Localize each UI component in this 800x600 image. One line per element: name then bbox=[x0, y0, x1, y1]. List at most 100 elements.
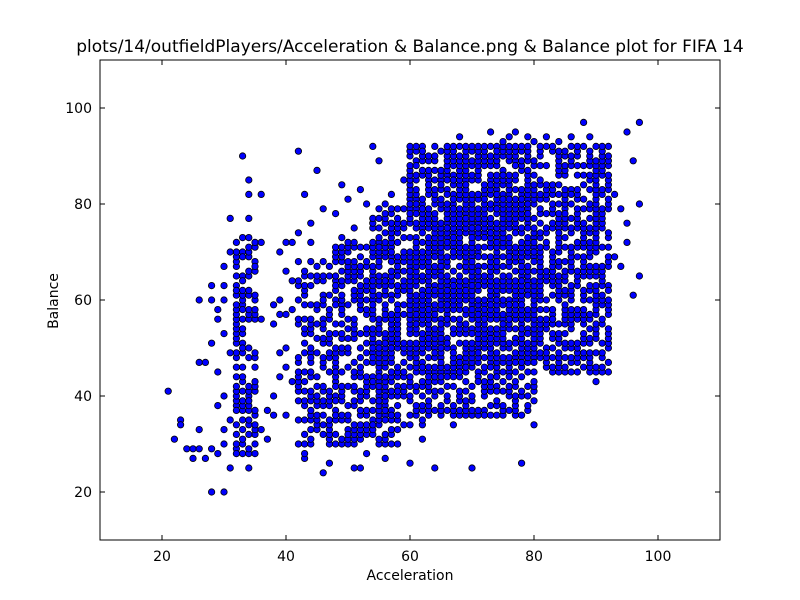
data-point bbox=[486, 200, 495, 208]
data-point bbox=[586, 349, 594, 357]
data-point bbox=[362, 421, 371, 429]
data-point bbox=[586, 262, 594, 270]
data-point bbox=[505, 142, 513, 150]
data-point bbox=[294, 440, 302, 448]
data-point bbox=[300, 267, 309, 275]
data-point bbox=[245, 353, 253, 362]
data-point bbox=[344, 382, 352, 390]
data-point bbox=[474, 406, 482, 414]
data-point bbox=[437, 401, 445, 410]
data-point bbox=[350, 286, 358, 294]
data-point bbox=[307, 406, 315, 414]
data-point bbox=[300, 301, 309, 309]
data-point bbox=[511, 128, 520, 136]
data-point bbox=[400, 358, 408, 366]
data-point bbox=[406, 392, 414, 400]
data-point bbox=[239, 363, 247, 371]
data-point bbox=[245, 382, 253, 390]
data-point bbox=[189, 454, 197, 462]
data-point bbox=[319, 272, 327, 280]
data-point bbox=[226, 349, 234, 357]
data-point bbox=[604, 253, 613, 261]
data-point bbox=[505, 406, 513, 414]
data-point bbox=[449, 234, 457, 242]
data-point bbox=[443, 224, 451, 232]
data-point bbox=[195, 296, 203, 304]
data-point bbox=[505, 315, 513, 323]
data-point bbox=[331, 368, 340, 376]
data-point bbox=[239, 373, 247, 381]
data-point bbox=[555, 272, 563, 280]
data-point bbox=[239, 416, 247, 424]
data-point bbox=[524, 166, 532, 174]
data-point bbox=[400, 421, 408, 429]
data-point bbox=[331, 243, 340, 251]
data-point bbox=[331, 430, 340, 438]
data-point bbox=[400, 382, 408, 390]
data-point bbox=[338, 291, 346, 299]
data-point bbox=[499, 262, 507, 270]
data-point bbox=[486, 401, 495, 410]
data-point bbox=[412, 186, 420, 194]
data-point bbox=[300, 368, 309, 376]
data-point bbox=[548, 329, 557, 338]
data-point bbox=[375, 234, 383, 242]
data-point bbox=[208, 296, 216, 304]
data-point bbox=[474, 243, 482, 251]
data-point bbox=[375, 291, 383, 299]
data-point bbox=[524, 200, 532, 208]
data-point bbox=[239, 315, 247, 323]
data-point bbox=[307, 315, 315, 323]
data-point bbox=[381, 310, 389, 318]
data-point bbox=[232, 440, 240, 448]
data-point bbox=[251, 449, 259, 458]
data-point bbox=[530, 248, 538, 256]
data-point bbox=[307, 257, 315, 266]
data-point bbox=[493, 349, 501, 357]
data-point bbox=[294, 229, 302, 237]
data-point bbox=[232, 430, 240, 438]
data-point bbox=[282, 344, 290, 352]
data-point bbox=[269, 320, 278, 328]
data-point bbox=[604, 195, 613, 203]
data-point bbox=[505, 234, 513, 242]
data-point bbox=[567, 224, 575, 232]
data-point bbox=[480, 363, 488, 371]
data-point bbox=[393, 238, 402, 246]
data-point bbox=[462, 320, 470, 328]
data-point bbox=[474, 224, 482, 232]
data-point bbox=[208, 445, 216, 453]
data-point bbox=[344, 401, 352, 410]
data-point bbox=[412, 200, 420, 208]
data-point bbox=[511, 339, 520, 347]
data-point bbox=[220, 440, 228, 448]
data-point bbox=[517, 459, 526, 467]
data-point bbox=[431, 142, 439, 150]
data-point bbox=[579, 171, 588, 179]
data-point bbox=[232, 421, 240, 429]
data-point bbox=[239, 234, 247, 242]
data-point bbox=[524, 401, 532, 410]
data-point bbox=[307, 387, 315, 395]
y-tick-label: 20 bbox=[74, 485, 92, 501]
x-axis-ticks: 20 40 60 80 100 bbox=[153, 60, 671, 565]
data-point bbox=[344, 430, 352, 438]
data-point bbox=[251, 406, 259, 414]
data-point bbox=[344, 257, 352, 266]
data-point bbox=[245, 234, 253, 242]
data-point bbox=[220, 488, 228, 496]
data-point bbox=[418, 377, 426, 386]
data-point bbox=[462, 339, 470, 347]
data-point bbox=[375, 272, 383, 280]
data-point bbox=[331, 411, 340, 419]
data-point bbox=[598, 291, 606, 299]
data-point bbox=[300, 315, 309, 323]
data-point bbox=[412, 162, 420, 170]
data-point bbox=[586, 214, 594, 222]
data-point bbox=[542, 133, 551, 141]
data-point bbox=[393, 214, 402, 222]
data-point bbox=[189, 445, 197, 453]
data-point bbox=[604, 358, 613, 366]
data-point bbox=[338, 243, 346, 251]
data-point bbox=[313, 392, 321, 400]
